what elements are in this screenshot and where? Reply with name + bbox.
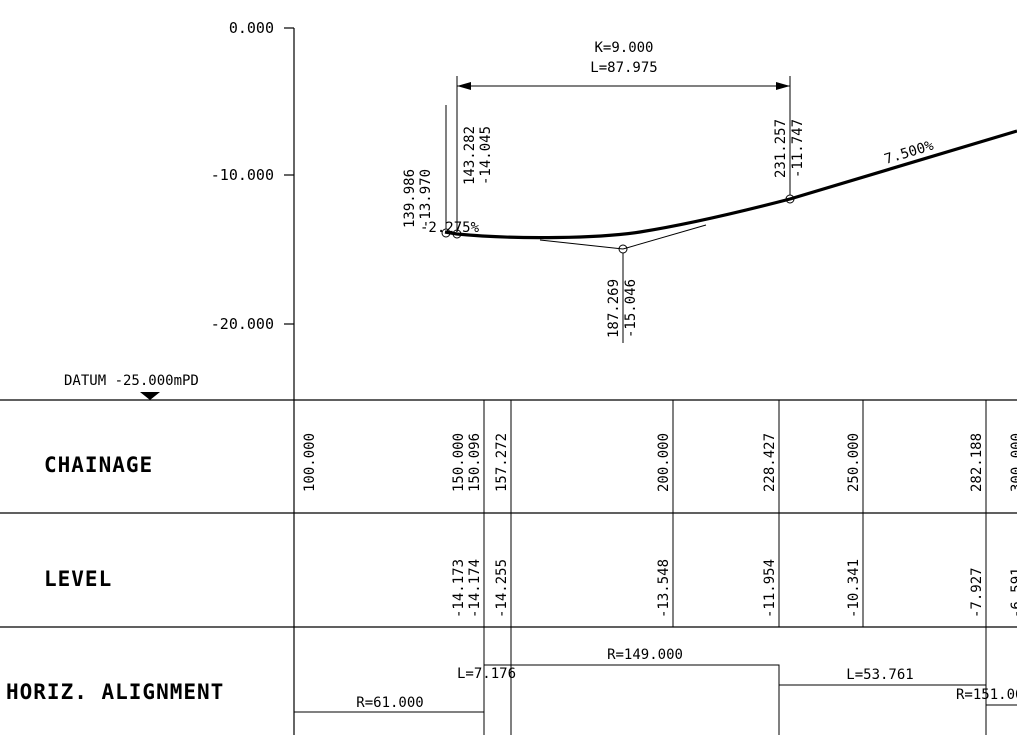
- level-value: -14.173: [451, 559, 467, 618]
- ip-chainage: 187.269: [606, 279, 622, 338]
- y-label-10: -10.000: [211, 166, 274, 184]
- p3-level: -11.747: [790, 119, 806, 178]
- alignment-r1-label: R=61.000: [356, 695, 423, 711]
- alignment-l1-label: L=7.176: [457, 666, 516, 682]
- tangent-left: [539, 239, 624, 250]
- alignment-r2-label: R=149.000: [607, 647, 683, 663]
- chainage-value: 150.000: [451, 433, 467, 492]
- row-header-chainage: CHAINAGE: [44, 453, 153, 477]
- chainage-value: 150.096: [467, 433, 483, 492]
- curve-l-label: L=87.975: [590, 60, 657, 76]
- chainage-value: 228.427: [762, 433, 778, 492]
- level-value: -14.255: [494, 559, 510, 618]
- level-value: -14.174: [467, 559, 483, 618]
- chainage-value: 157.272: [494, 433, 510, 492]
- p2-chainage: 143.282: [462, 126, 478, 185]
- y-label-0: 0.000: [229, 19, 274, 37]
- chainage-value: 250.000: [846, 433, 862, 492]
- arrow-right-icon: [776, 82, 790, 90]
- level-value: -13.548: [656, 559, 672, 618]
- arrow-left-icon: [457, 82, 471, 90]
- level-value: -6.591: [1009, 567, 1017, 618]
- chainage-value: 100.000: [302, 433, 318, 492]
- chainage-value: 200.000: [656, 433, 672, 492]
- grade-left-label: -2.275%: [420, 220, 480, 236]
- p2-level: -14.045: [478, 126, 494, 185]
- datum-marker-icon: [140, 392, 160, 400]
- vertical-profile-line: [444, 129, 1017, 240]
- alignment-l2-label: L=53.761: [846, 667, 913, 683]
- row-header-alignment: HORIZ. ALIGNMENT: [6, 680, 224, 704]
- curve-k-label: K=9.000: [594, 40, 653, 56]
- chainage-value: 282.188: [969, 433, 985, 492]
- chainage-value: 300.000: [1009, 433, 1017, 492]
- alignment-r3-label: R=151.000: [956, 687, 1017, 703]
- level-value: -10.341: [846, 559, 862, 618]
- tangent-right: [622, 224, 707, 250]
- ip-level: -15.046: [623, 279, 639, 338]
- p3-chainage: 231.257: [773, 119, 789, 178]
- level-value: -11.954: [762, 559, 778, 618]
- y-label-20: -20.000: [211, 315, 274, 333]
- p1-chainage: 139.986: [402, 169, 418, 228]
- datum-label: DATUM -25.000mPD: [64, 373, 199, 389]
- p1-level: -13.970: [418, 169, 434, 228]
- alignment-box-r149: [511, 664, 780, 735]
- level-value: -7.927: [969, 567, 985, 618]
- row-header-level: LEVEL: [44, 567, 112, 591]
